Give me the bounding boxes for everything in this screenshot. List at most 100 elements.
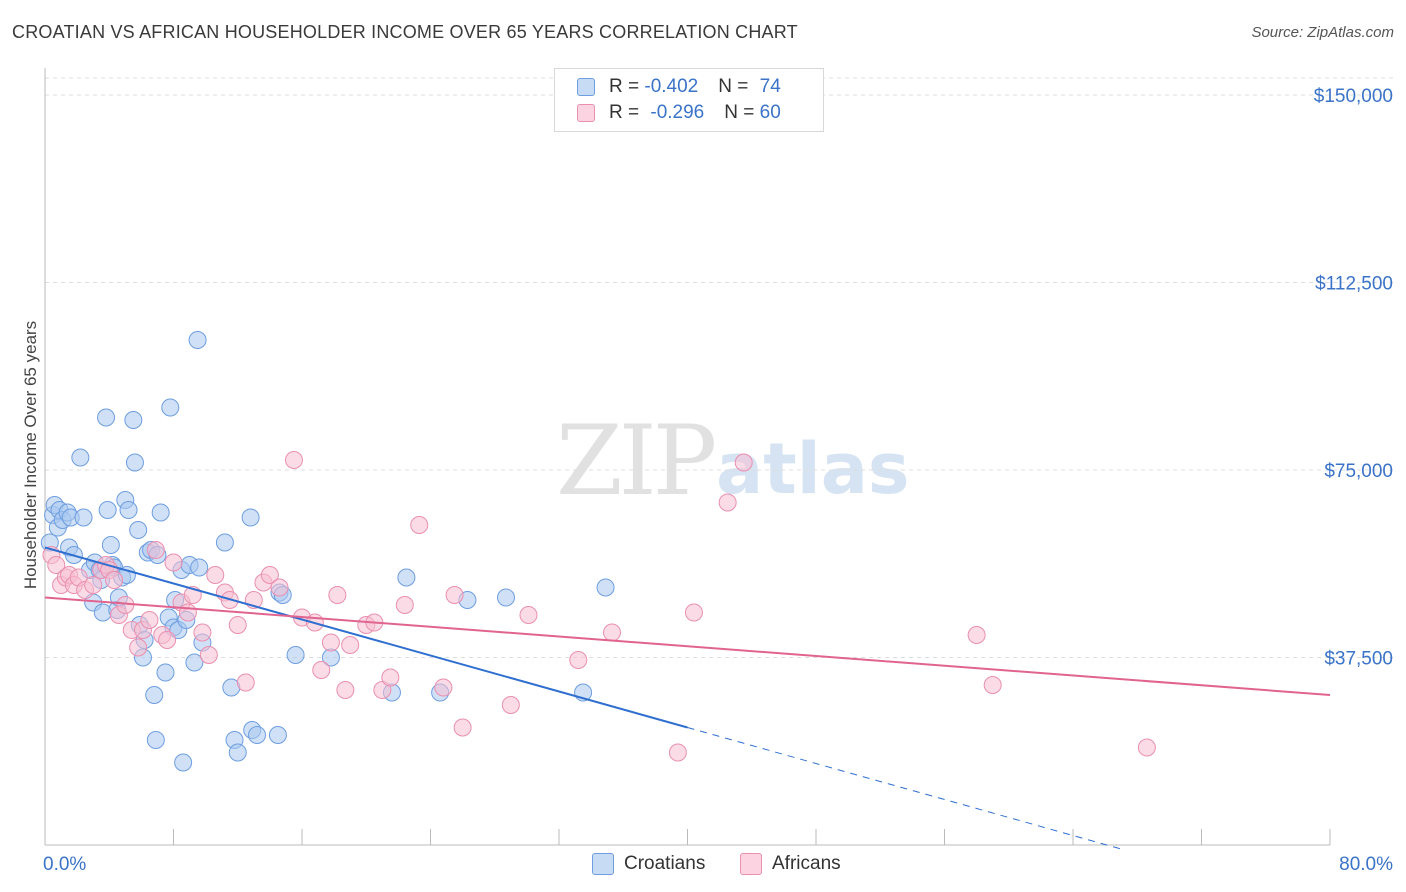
point-african (146, 541, 165, 559)
point-african (684, 603, 703, 622)
y-axis-label: Householder Income Over 65 years (21, 321, 40, 589)
point-croatian (397, 568, 416, 587)
y-tick-label: $112,500 (1315, 274, 1393, 295)
point-african (501, 696, 520, 714)
point-african (321, 633, 340, 652)
legend-item-africans[interactable]: Africans (740, 851, 841, 877)
trend-lines (44, 546, 1331, 850)
point-african (983, 676, 1002, 694)
legend-swatch-pink (740, 853, 762, 875)
legend-r-value: -0.402 (644, 76, 699, 97)
legend-r-value: -0.296 (650, 102, 705, 123)
legend-n-label: N = (724, 102, 760, 123)
point-african (236, 673, 255, 692)
point-croatian (98, 501, 117, 519)
grid-lines (45, 77, 1395, 658)
point-croatian (228, 743, 247, 762)
point-croatian (496, 588, 515, 607)
point-croatian (161, 398, 180, 417)
point-croatian (241, 508, 260, 527)
point-croatian (119, 501, 138, 519)
point-african (193, 623, 212, 642)
point-african (129, 638, 148, 657)
scatter-points (40, 331, 1156, 772)
point-african (228, 616, 247, 634)
point-african (164, 553, 183, 572)
legend-swatch-blue (592, 853, 614, 875)
legend-swatch-blue (577, 78, 595, 96)
legend-n-value: 74 (759, 76, 781, 97)
point-african (967, 626, 986, 644)
point-croatian (185, 653, 204, 672)
point-croatian (151, 503, 170, 522)
point-croatian (190, 558, 209, 577)
point-african (284, 451, 303, 469)
point-african (1137, 738, 1156, 757)
point-african (312, 661, 331, 679)
source-label: Source: ZipAtlas.com (1251, 24, 1394, 41)
point-croatian (248, 726, 267, 744)
point-african (199, 646, 218, 664)
legend-row-croatians: R = -0.402 N = 74 (577, 75, 781, 99)
point-african (178, 603, 197, 622)
legend-row-africans: R = -0.296 N = 60 (577, 101, 781, 125)
y-tick-label: $37,500 (1324, 649, 1393, 670)
point-croatian (125, 453, 144, 472)
legend-label-africans: Africans (772, 853, 841, 874)
point-croatian (71, 448, 90, 467)
point-african (336, 681, 355, 699)
point-african (270, 578, 289, 597)
point-african (381, 668, 400, 687)
axes (44, 68, 1331, 846)
point-croatian (174, 753, 193, 772)
point-african (140, 611, 159, 629)
trend-line-africans (44, 596, 1331, 696)
point-croatian (156, 663, 175, 682)
point-african (668, 743, 687, 762)
point-african (434, 678, 453, 697)
y-tick-label: $75,000 (1324, 461, 1393, 482)
point-croatian (124, 411, 143, 429)
point-croatian (146, 731, 165, 749)
point-african (47, 556, 66, 574)
point-croatian (188, 331, 207, 349)
point-african (84, 576, 103, 594)
legend-item-croatians[interactable]: Croatians (592, 851, 705, 877)
point-african (260, 566, 279, 584)
point-croatian (74, 508, 93, 527)
y-tick-label: $150,000 (1314, 86, 1393, 107)
point-african (445, 586, 464, 604)
stats-legend: R = -0.402 N = 74 R = -0.296 N = 60 (554, 68, 824, 132)
point-african (603, 623, 622, 642)
trend-line-croatians-extension (687, 727, 1122, 850)
point-croatian (596, 578, 615, 597)
watermark-zip: ZIP (556, 405, 717, 517)
point-african (453, 718, 472, 737)
x-tick-label: 0.0% (43, 854, 86, 875)
point-croatian (215, 533, 234, 552)
tick-labels: $37,500 $75,000 $112,500 $150,000 0.0% 80.0% (43, 86, 1393, 875)
point-african (734, 453, 753, 472)
point-croatian (97, 408, 116, 427)
point-african (341, 636, 360, 654)
point-croatian (268, 726, 287, 744)
trend-line-croatians (44, 546, 688, 729)
point-african (519, 606, 538, 624)
point-croatian (101, 536, 120, 554)
legend-n-value: 60 (759, 102, 781, 123)
point-croatian (145, 686, 164, 704)
legend-swatch-pink (577, 104, 595, 122)
point-african (158, 631, 177, 649)
point-croatian (286, 646, 305, 664)
point-african (569, 651, 588, 669)
point-croatian (129, 521, 148, 539)
legend-r-label: R = (609, 102, 645, 123)
legend-n-label: N = (718, 76, 754, 97)
point-african (105, 571, 124, 589)
point-african (395, 596, 414, 614)
chart-title: CROATIAN VS AFRICAN HOUSEHOLDER INCOME O… (12, 22, 798, 42)
point-african (410, 516, 429, 534)
point-african (328, 586, 347, 604)
point-african (206, 566, 225, 584)
